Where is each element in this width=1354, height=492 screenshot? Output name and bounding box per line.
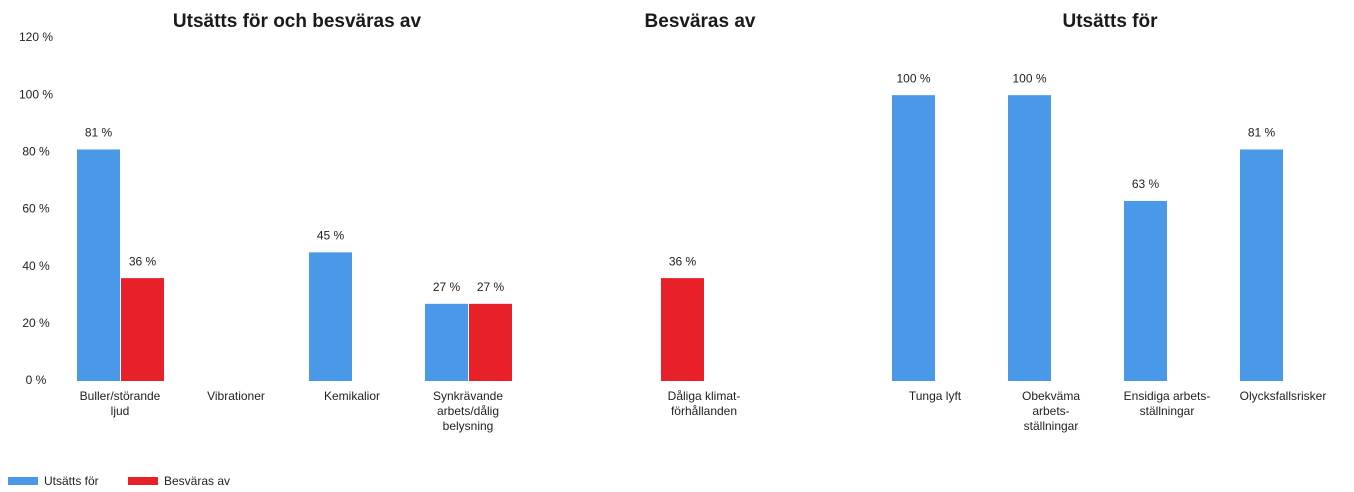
- value-label: 63 %: [1132, 177, 1160, 191]
- bar: [661, 278, 704, 381]
- value-label: 45 %: [317, 229, 345, 243]
- value-label: 27 %: [433, 280, 461, 294]
- x-tick-label: Vibrationer: [207, 389, 265, 403]
- bar: [1008, 95, 1051, 382]
- bar: [121, 278, 164, 381]
- x-tick-label: Kemikalior: [323, 389, 380, 403]
- chart-title: Utsätts för: [1062, 11, 1158, 32]
- bar: [309, 252, 352, 381]
- y-tick-label: 80 %: [22, 145, 50, 159]
- value-label: 27 %: [477, 280, 505, 294]
- legend-swatch: [8, 477, 38, 485]
- value-label: 100 %: [896, 71, 930, 85]
- legend-swatch: [128, 477, 158, 485]
- x-tick-label: Tunga lyft: [908, 389, 962, 403]
- x-tick-label: Dåliga klimat-förhållanden: [667, 389, 741, 418]
- legend-label: Besväras av: [164, 474, 230, 488]
- y-tick-label: 60 %: [22, 202, 50, 216]
- legend-label: Utsätts för: [44, 474, 99, 488]
- x-tick-label: Buller/störande ljud: [79, 389, 161, 418]
- y-tick-label: 120 %: [19, 30, 53, 44]
- y-tick-label: 40 %: [22, 259, 50, 273]
- bar: [425, 303, 468, 381]
- value-label: 81 %: [1248, 126, 1276, 140]
- value-label: 100 %: [1012, 71, 1046, 85]
- x-tick-label: Obekväma arbets-ställningar: [1021, 389, 1081, 433]
- value-label: 36 %: [129, 254, 157, 268]
- bar: [1124, 200, 1167, 381]
- x-tick-label: Ensidiga arbets-ställningar: [1123, 389, 1211, 418]
- bar: [77, 149, 120, 381]
- y-tick-label: 100 %: [19, 87, 53, 101]
- chart-title: Besväras av: [645, 11, 756, 32]
- chart-title: Utsätts för och besväras av: [173, 11, 422, 32]
- y-tick-label: 0 %: [26, 373, 47, 387]
- bar: [892, 95, 935, 382]
- bar: [469, 303, 512, 381]
- x-tick-label: Synkrävande arbets/dålig belysning: [432, 389, 504, 433]
- value-label: 36 %: [669, 254, 697, 268]
- y-tick-label: 20 %: [22, 316, 50, 330]
- value-label: 81 %: [85, 126, 113, 140]
- bar: [1240, 149, 1283, 381]
- x-tick-label: Olycksfallsrisker: [1239, 389, 1327, 403]
